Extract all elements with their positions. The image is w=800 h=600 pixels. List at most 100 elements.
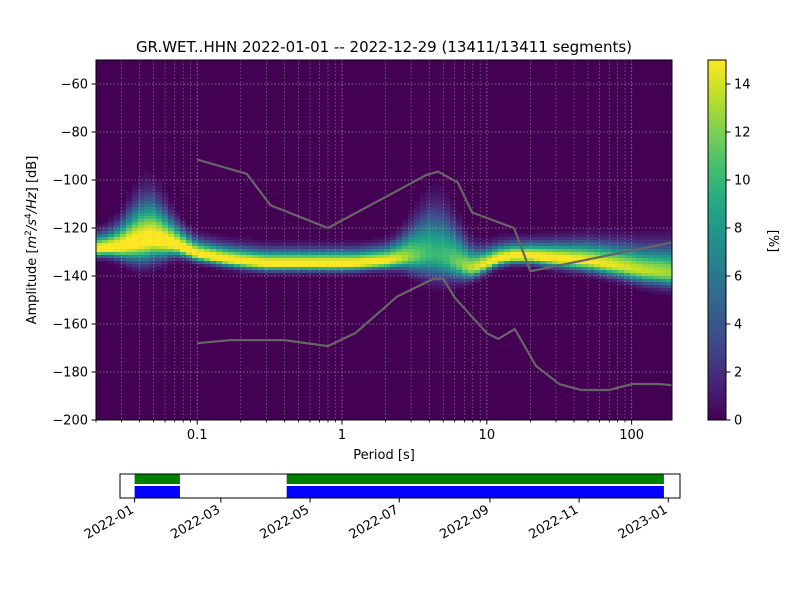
heatmap-cell: [654, 288, 661, 292]
heatmap-cell: [660, 273, 667, 277]
heatmap-cell: [492, 264, 499, 268]
heatmap-cell: [174, 213, 181, 217]
heatmap-cell: [606, 270, 613, 274]
heatmap-cell: [96, 234, 103, 238]
heatmap-cell: [546, 264, 553, 268]
heatmap-cell: [156, 222, 163, 226]
heatmap-cell: [126, 222, 133, 226]
heatmap-cell: [588, 255, 595, 259]
heatmap-cell: [222, 240, 229, 244]
heatmap-cell: [138, 258, 145, 262]
heatmap-cell: [510, 255, 517, 259]
heatmap-cell: [192, 258, 199, 262]
heatmap-cell: [354, 249, 361, 253]
heatmap-cell: [408, 249, 415, 253]
heatmap-cell: [432, 228, 439, 232]
heatmap-cell: [666, 252, 673, 256]
heatmap-cell: [276, 264, 283, 268]
heatmap-cell: [420, 195, 427, 199]
heatmap-cell: [276, 240, 283, 244]
heatmap-cell: [300, 249, 307, 253]
heatmap-cell: [138, 264, 145, 268]
heatmap-cell: [642, 255, 649, 259]
heatmap-cell: [480, 273, 487, 277]
heatmap-cell: [522, 252, 529, 256]
heatmap-cell: [624, 267, 631, 271]
heatmap-cell: [624, 276, 631, 280]
heatmap-cell: [264, 267, 271, 271]
heatmap-cell: [630, 267, 637, 271]
heatmap-cell: [504, 249, 511, 253]
heatmap-cell: [246, 246, 253, 250]
heatmap-cell: [546, 249, 553, 253]
heatmap-cell: [132, 234, 139, 238]
heatmap-cell: [492, 246, 499, 250]
heatmap-cell: [306, 267, 313, 271]
heatmap-cell: [192, 249, 199, 253]
heatmap-cell: [432, 186, 439, 190]
heatmap-cell: [234, 252, 241, 256]
heatmap-cell: [438, 216, 445, 220]
heatmap-cell: [450, 276, 457, 280]
heatmap-cell: [222, 258, 229, 262]
heatmap-cell: [144, 204, 151, 208]
heatmap-cell: [402, 219, 409, 223]
heatmap-cell: [576, 234, 583, 238]
heatmap-cell: [108, 252, 115, 256]
colorbar-tick-label: 10: [734, 174, 751, 189]
heatmap-cell: [216, 264, 223, 268]
heatmap-cell: [438, 240, 445, 244]
heatmap-cell: [432, 249, 439, 253]
heatmap-cell: [132, 231, 139, 235]
heatmap-cell: [474, 237, 481, 241]
heatmap-cell: [156, 255, 163, 259]
heatmap-cell: [432, 213, 439, 217]
heatmap-cell: [252, 246, 259, 250]
heatmap-cell: [594, 240, 601, 244]
heatmap-cell: [564, 243, 571, 247]
heatmap-cell: [132, 189, 139, 193]
heatmap-cell: [120, 258, 127, 262]
heatmap-cell: [390, 231, 397, 235]
heatmap-cell: [300, 264, 307, 268]
heatmap-cell: [150, 261, 157, 265]
heatmap-cell: [618, 282, 625, 286]
y-axis-ticks: −60−80−100−120−140−160−180−200: [52, 78, 96, 429]
heatmap-cell: [168, 234, 175, 238]
heatmap-cell: [660, 270, 667, 274]
heatmap-cell: [120, 234, 127, 238]
heatmap-cell: [408, 243, 415, 247]
heatmap-cell: [504, 243, 511, 247]
heatmap-cell: [150, 210, 157, 214]
heatmap-cell: [294, 273, 301, 277]
heatmap-cell: [228, 258, 235, 262]
heatmap-cell: [282, 258, 289, 262]
heatmap-cell: [474, 276, 481, 280]
heatmap-cell: [240, 255, 247, 259]
heatmap-cell: [156, 258, 163, 262]
heatmap-cell: [606, 267, 613, 271]
heatmap-cell: [138, 222, 145, 226]
heatmap-cell: [234, 267, 241, 271]
heatmap-cell: [402, 258, 409, 262]
heatmap-cell: [108, 255, 115, 259]
heatmap-cell: [426, 201, 433, 205]
heatmap-cell: [420, 240, 427, 244]
heatmap-cell: [204, 252, 211, 256]
heatmap-cell: [258, 264, 265, 268]
heatmap-cell: [360, 249, 367, 253]
heatmap-cell: [144, 228, 151, 232]
heatmap-cell: [384, 258, 391, 262]
heatmap-cell: [180, 246, 187, 250]
heatmap-cell: [396, 252, 403, 256]
heatmap-cell: [186, 252, 193, 256]
heatmap-cell: [648, 282, 655, 286]
heatmap-cell: [444, 258, 451, 262]
heatmap-cell: [132, 192, 139, 196]
heatmap-cell: [372, 273, 379, 277]
heatmap-cell: [468, 240, 475, 244]
heatmap-cell: [114, 240, 121, 244]
heatmap-cell: [456, 261, 463, 265]
heatmap-cell: [360, 267, 367, 271]
heatmap-cell: [666, 231, 673, 235]
